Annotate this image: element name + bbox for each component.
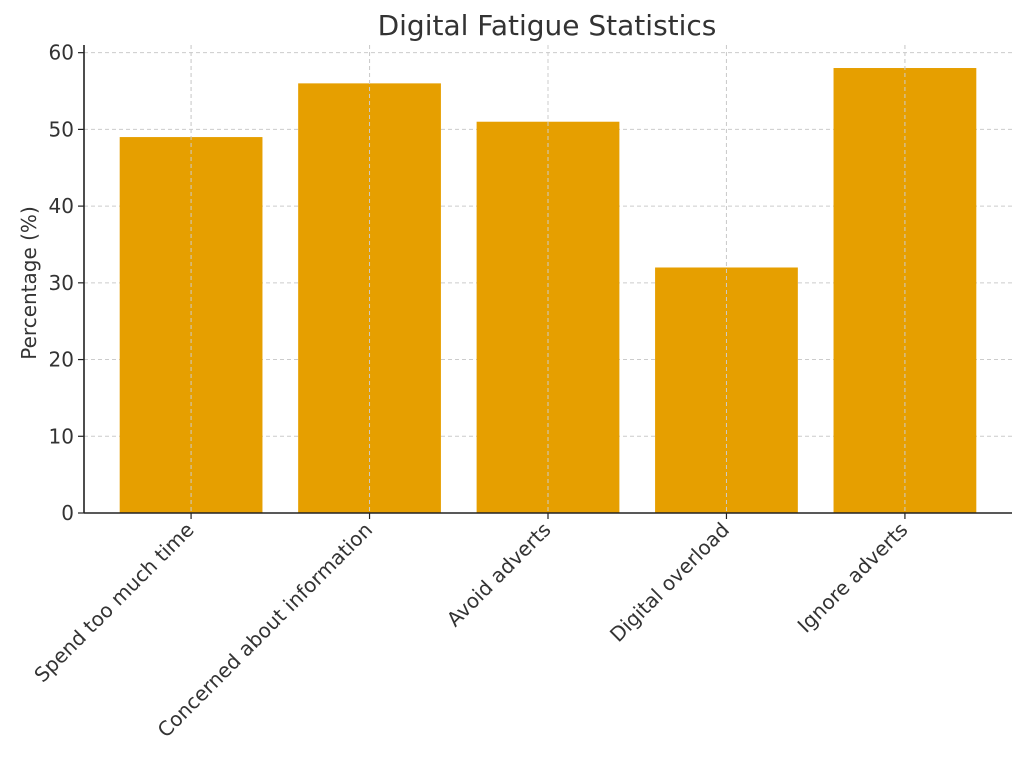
x-tick-label: Concerned about information bbox=[153, 518, 378, 743]
chart-title: Digital Fatigue Statistics bbox=[378, 9, 717, 42]
y-tick-label: 20 bbox=[49, 348, 74, 372]
y-axis-label: Percentage (%) bbox=[17, 206, 41, 359]
y-tick-label: 40 bbox=[49, 194, 74, 218]
bars bbox=[119, 45, 977, 514]
x-tick-label: Avoid adverts bbox=[442, 518, 556, 632]
x-tick-label: Ignore adverts bbox=[793, 518, 913, 638]
y-tick-label: 0 bbox=[61, 501, 74, 525]
y-tick-label: 10 bbox=[49, 424, 74, 448]
x-tick-label: Spend too much time bbox=[29, 518, 198, 687]
y-tick-label: 60 bbox=[49, 41, 74, 65]
x-tick-label: Digital overload bbox=[605, 518, 734, 647]
y-tick-label: 50 bbox=[49, 117, 74, 141]
y-tick-label: 30 bbox=[49, 271, 74, 295]
y-ticks: 0 10 20 30 40 50 60 bbox=[49, 41, 84, 525]
